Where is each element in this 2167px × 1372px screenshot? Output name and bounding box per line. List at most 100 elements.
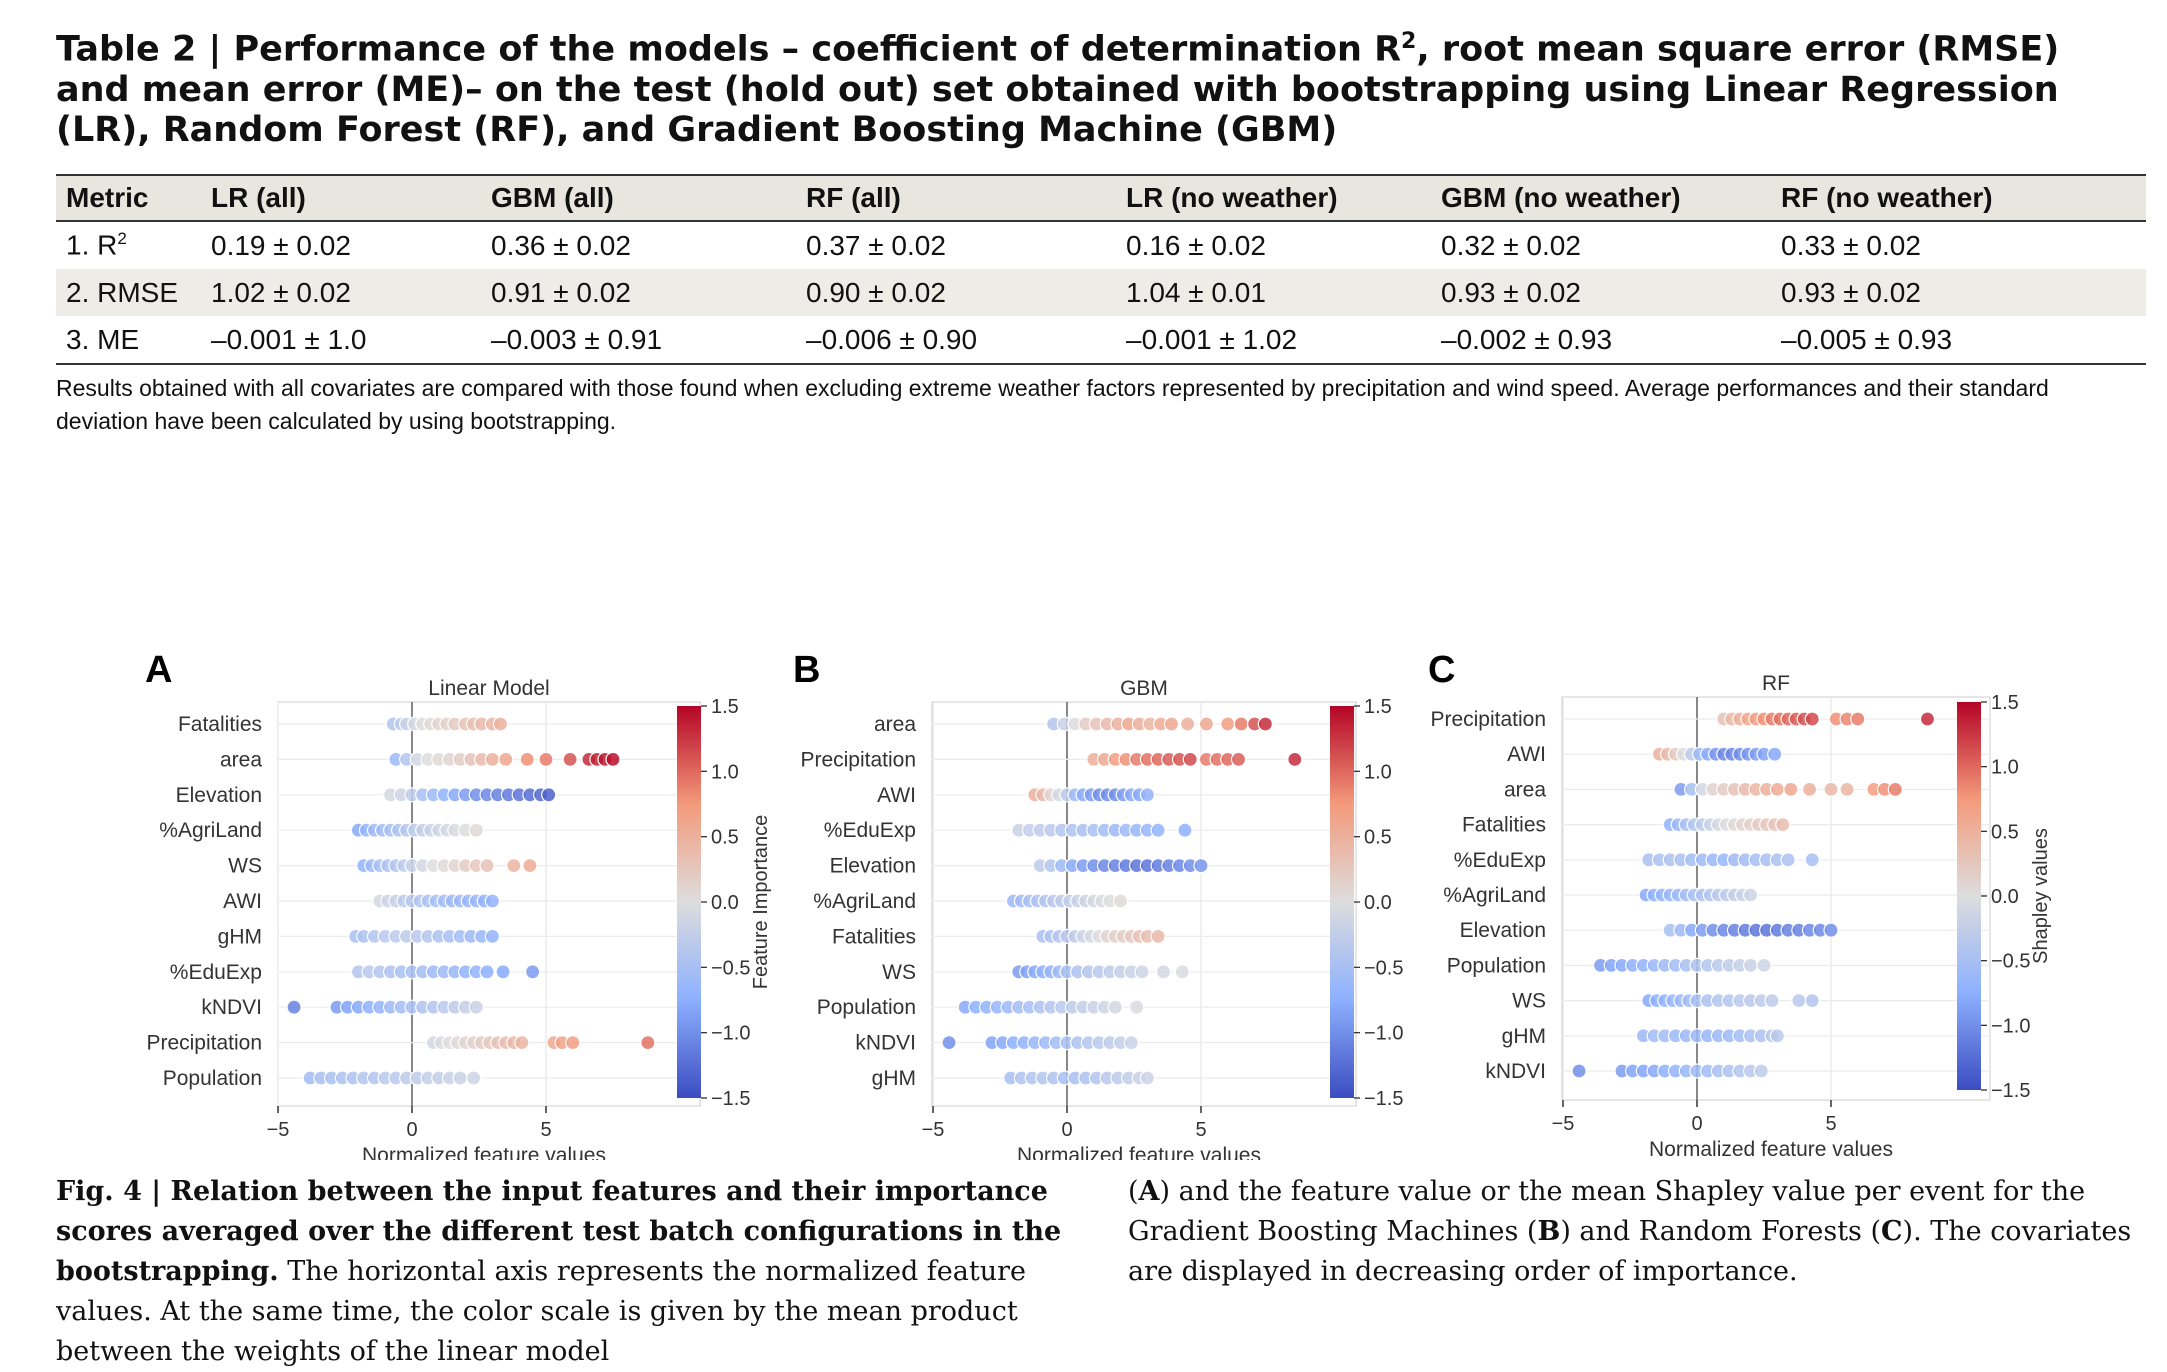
data-point: [1823, 922, 1839, 938]
data-point: [640, 1034, 656, 1051]
data-point: [1174, 964, 1190, 980]
data-point: [452, 1070, 468, 1086]
data-point: [479, 857, 495, 874]
colorbar-tick-label: 1.5: [1364, 696, 1392, 718]
y-tick-label: area: [874, 713, 916, 736]
data-point: [484, 928, 500, 945]
data-point: [1230, 751, 1247, 768]
data-point: [1150, 822, 1166, 838]
colorbar-tick-label: 0.5: [1991, 821, 2019, 843]
data-point: [1150, 928, 1166, 945]
colorbar-tick-label: 0.5: [1364, 827, 1392, 849]
table-cell: 0.91 ± 0.02: [481, 269, 796, 316]
colorbar-tick-label: −0.5: [1364, 957, 1403, 979]
data-point: [1177, 822, 1193, 838]
data-point: [1123, 1034, 1139, 1051]
y-tick-label: %EduExp: [824, 819, 916, 842]
data-point: [1791, 992, 1807, 1009]
colorbar-tick-label: −1.5: [1991, 1080, 2030, 1102]
figure-4: A Linear Model −5 0 5 Normalized feature valu…: [145, 649, 2052, 1160]
table-cell: 0.33 ± 0.02: [1781, 229, 1921, 261]
data-point: [286, 999, 302, 1015]
y-tick-label: %AgriLand: [1443, 884, 1546, 907]
data-point: [1850, 711, 1866, 727]
data-point: [1742, 887, 1759, 903]
table-cell-metric: 1. R2: [66, 229, 127, 261]
data-point: [1107, 999, 1123, 1015]
chart-title: GBM: [1120, 677, 1168, 700]
colorbar: [677, 706, 701, 1098]
data-point: [519, 751, 535, 768]
table-cell-metric: 3. ME: [56, 316, 201, 365]
chart-title: Linear Model: [428, 677, 549, 700]
y-tick-label: %EduExp: [1454, 849, 1546, 872]
table-cell: 1.02 ± 0.02: [201, 269, 481, 316]
data-point: [1769, 781, 1786, 798]
table-cell: 0.19 ± 0.02: [211, 229, 351, 261]
colorbar: [1330, 706, 1354, 1098]
table-title: Table 2 | Performance of the models – co…: [56, 29, 2060, 150]
data-point: [1155, 964, 1172, 980]
panel-letter: C: [1428, 649, 1455, 691]
table-row: 1. R2 0.19 ± 0.02 0.36 ± 0.02 0.37 ± 0.0…: [56, 221, 2146, 269]
y-tick-label: Precipitation: [800, 748, 916, 771]
header-rf-all: RF (all): [796, 174, 1116, 222]
data-point: [1163, 716, 1180, 732]
data-point: [1193, 857, 1209, 874]
data-point: [1887, 781, 1903, 798]
y-tick-label: Elevation: [830, 855, 916, 878]
data-point: [1764, 992, 1780, 1009]
table-cell: 0.36 ± 0.02: [491, 229, 631, 261]
header-rf-no-weather: RF (no weather): [1771, 174, 2146, 222]
data-point: [1753, 1063, 1769, 1079]
data-point: [541, 787, 557, 803]
data-point: [1198, 716, 1214, 732]
colorbar-tick-label: −1.5: [711, 1088, 750, 1110]
data-point: [562, 751, 578, 768]
table-row: 3. ME –0.001 ± 1.0 –0.003 ± 0.91 –0.006 …: [56, 316, 2146, 365]
colorbar-tick-label: −1.0: [1991, 1015, 2030, 1037]
y-tick-label: %EduExp: [170, 961, 262, 984]
data-point: [484, 751, 500, 768]
y-tick-label: Fatalities: [832, 925, 916, 948]
colorbar-tick-label: 0.0: [711, 892, 739, 914]
data-point: [506, 857, 522, 874]
data-point: [1257, 716, 1273, 732]
table-cell: 1.04 ± 0.01: [1116, 269, 1431, 316]
y-tick-label: Population: [163, 1067, 262, 1090]
data-point: [1919, 711, 1936, 727]
data-point: [1129, 999, 1145, 1015]
colorbar-tick-label: 0.5: [711, 827, 739, 849]
colorbar-tick-label: −0.5: [711, 957, 750, 979]
colorbar-tick-label: 1.0: [1364, 761, 1392, 783]
colorbar-label: Shapley values: [2030, 828, 2052, 964]
y-tick-label: %AgriLand: [159, 819, 262, 842]
y-tick-label: WS: [1512, 990, 1546, 1013]
data-point: [1139, 1070, 1156, 1086]
header-lr-no-weather: LR (no weather): [1116, 174, 1431, 222]
colorbar-tick-label: 1.0: [711, 761, 739, 783]
table-cell: 0.32 ± 0.02: [1441, 229, 1581, 261]
y-tick-label: AWI: [223, 890, 262, 913]
y-tick-label: Population: [1447, 954, 1546, 977]
data-point: [1804, 992, 1820, 1009]
table-cell: 0.93 ± 0.02: [1431, 269, 1771, 316]
table-row: 2. RMSE 1.02 ± 0.02 0.91 ± 0.02 0.90 ± 0…: [56, 269, 2146, 316]
data-point: [1839, 781, 1855, 798]
data-point: [514, 1034, 530, 1051]
data-point: [1780, 852, 1796, 868]
panel-letter: B: [793, 649, 820, 691]
y-tick-label: WS: [228, 855, 262, 878]
data-point: [1134, 964, 1150, 980]
colorbar-tick-label: 0.0: [1991, 886, 2019, 908]
y-tick-label: gHM: [872, 1067, 916, 1090]
table-cell: 0.16 ± 0.02: [1126, 229, 1266, 261]
data-point: [479, 964, 495, 980]
data-point: [1112, 893, 1129, 909]
data-point: [522, 857, 538, 874]
panel-b: B GBM −5 0 5 Normalized feature values area Pre…: [793, 649, 1403, 1160]
y-tick-label: gHM: [1502, 1025, 1546, 1048]
x-axis-label: Normalized feature values: [362, 1144, 606, 1160]
y-tick-label: Population: [817, 996, 916, 1019]
colorbar-tick-label: 1.0: [1991, 757, 2019, 779]
